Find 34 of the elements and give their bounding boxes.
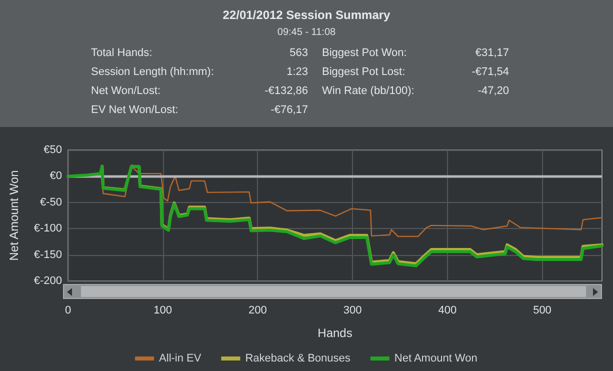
x-tick-label: 300 (343, 304, 362, 316)
x-tick-label: 0 (64, 304, 72, 316)
text: €31,17 (475, 47, 509, 59)
line-series (102, 166, 603, 238)
x-tick-label: 500 (533, 304, 552, 316)
x-tick-label: 100 (154, 304, 172, 316)
text: Net Won/Lost: (91, 85, 160, 97)
text: -€71,54 (472, 66, 509, 78)
chart-subtitle: 09:45 - 11:08 (276, 27, 337, 38)
text: Win Rate (bb/100): (322, 85, 414, 97)
y-tick-label: €0 (50, 170, 62, 182)
text: Session Length (hh:mm): (91, 66, 214, 78)
text: -47,20 (478, 85, 509, 97)
chart-title: 22/01/2012 Session Summary (222, 8, 392, 22)
text: -€132,86 (264, 85, 308, 97)
text: Total Hands: (91, 47, 152, 59)
x-tick-label: 200 (248, 304, 267, 316)
legend-label: All-in EV (159, 352, 202, 364)
legend-label: Net Amount Won (394, 352, 478, 364)
text: Biggest Pot Lost: (322, 66, 406, 78)
y-tick-label: €-50 (40, 196, 62, 208)
y-tick-label: €-100 (34, 222, 62, 235)
text: 563 (290, 47, 308, 59)
text: Biggest Pot Won: (322, 47, 407, 59)
text: -€76,17 (270, 104, 308, 116)
y-tick-label: €50 (44, 144, 62, 156)
y-axis-title: Net Amount Won (7, 170, 21, 261)
y-tick-label: €-200 (34, 275, 62, 287)
legend-label: Rakeback & Bonuses (245, 352, 351, 364)
x-axis-title: Hands (318, 326, 352, 340)
text: EV Net Won/Lost: (91, 104, 178, 116)
text: 1:23 (286, 66, 308, 78)
x-tick-label: 400 (438, 304, 457, 316)
y-tick-label: €-150 (34, 248, 62, 261)
